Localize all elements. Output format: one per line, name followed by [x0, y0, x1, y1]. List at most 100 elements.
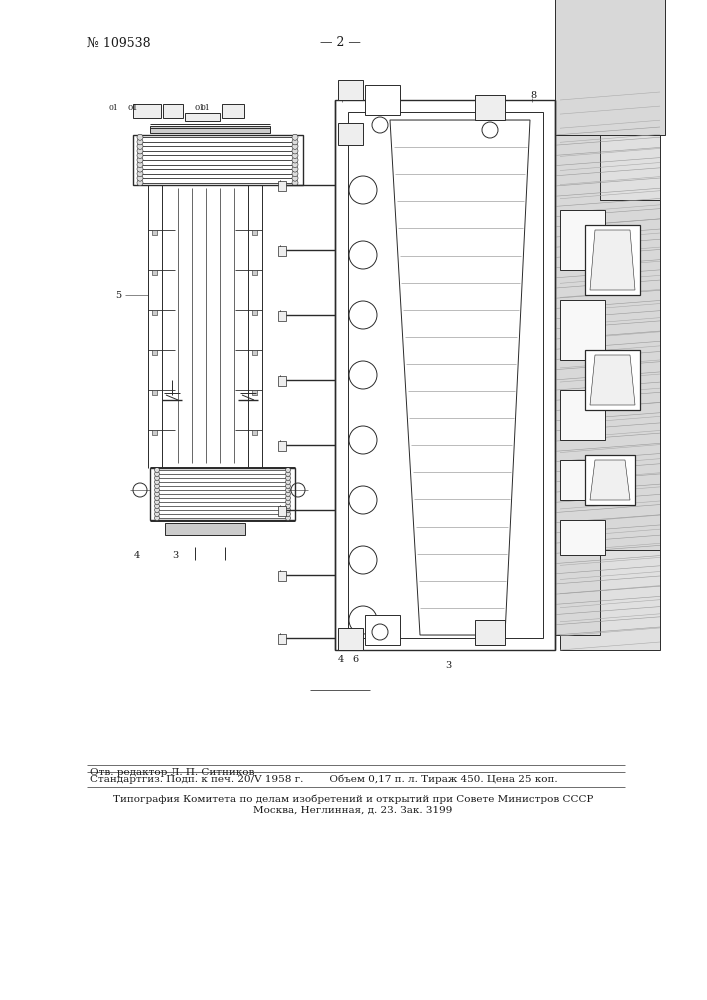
Circle shape: [155, 512, 160, 516]
Bar: [152, 390, 157, 395]
Bar: [585, 455, 635, 505]
Text: Стандартгиз. Подп. к печ. 20/V 1958 г.        Объем 0,17 п. л. Тираж 450. Цена 2: Стандартгиз. Подп. к печ. 20/V 1958 г. О…: [90, 775, 558, 784]
Circle shape: [137, 134, 143, 140]
Circle shape: [155, 491, 160, 496]
Circle shape: [286, 504, 291, 508]
Circle shape: [155, 488, 160, 492]
Bar: [365, 615, 400, 645]
Text: 01: 01: [128, 104, 139, 112]
Bar: [278, 376, 286, 386]
Bar: [278, 441, 286, 451]
Circle shape: [155, 495, 160, 500]
Circle shape: [286, 484, 291, 488]
Text: Отв. редактор Л. П. Ситников: Отв. редактор Л. П. Ситников: [90, 768, 255, 777]
Circle shape: [155, 468, 160, 473]
Text: 6: 6: [352, 656, 358, 664]
Circle shape: [155, 508, 160, 512]
Text: 2: 2: [380, 90, 386, 99]
Bar: [338, 628, 363, 650]
Bar: [252, 390, 257, 395]
Circle shape: [372, 117, 388, 133]
Circle shape: [286, 468, 291, 473]
Bar: [560, 460, 605, 500]
Circle shape: [349, 546, 377, 574]
Text: 01: 01: [108, 104, 118, 112]
Circle shape: [286, 508, 291, 512]
Polygon shape: [390, 120, 530, 635]
Circle shape: [292, 175, 298, 181]
Circle shape: [137, 171, 143, 177]
Bar: [133, 135, 303, 185]
Circle shape: [349, 241, 377, 269]
Circle shape: [155, 516, 160, 520]
Circle shape: [286, 499, 291, 504]
Bar: [278, 181, 286, 191]
Bar: [560, 300, 605, 360]
Bar: [152, 310, 157, 315]
Circle shape: [155, 472, 160, 477]
Circle shape: [155, 504, 160, 508]
Circle shape: [292, 180, 298, 186]
Bar: [560, 210, 605, 270]
Circle shape: [349, 486, 377, 514]
Circle shape: [349, 606, 377, 634]
Circle shape: [137, 148, 143, 154]
Bar: [152, 430, 157, 435]
Circle shape: [286, 491, 291, 496]
Circle shape: [372, 624, 388, 640]
Bar: [252, 310, 257, 315]
Text: 01: 01: [200, 104, 210, 112]
Bar: [252, 270, 257, 275]
Circle shape: [137, 143, 143, 149]
Bar: [338, 80, 363, 100]
Bar: [252, 350, 257, 355]
Circle shape: [349, 361, 377, 389]
Bar: [475, 620, 505, 645]
Circle shape: [292, 143, 298, 149]
Bar: [348, 112, 543, 638]
Text: 01: 01: [194, 104, 205, 112]
Bar: [185, 113, 220, 121]
Bar: [555, 0, 665, 135]
Circle shape: [155, 476, 160, 481]
Circle shape: [155, 480, 160, 485]
Bar: [150, 468, 295, 520]
Text: 5: 5: [115, 290, 121, 300]
Circle shape: [292, 171, 298, 177]
Bar: [278, 311, 286, 321]
Polygon shape: [590, 355, 635, 405]
Circle shape: [292, 157, 298, 163]
Circle shape: [155, 484, 160, 488]
Bar: [475, 95, 505, 120]
Circle shape: [286, 495, 291, 500]
Text: 3: 3: [445, 660, 451, 670]
Polygon shape: [555, 135, 660, 635]
Bar: [278, 246, 286, 256]
Bar: [278, 506, 286, 516]
Circle shape: [292, 148, 298, 154]
Bar: [338, 123, 363, 145]
Bar: [163, 104, 183, 118]
Text: 8: 8: [530, 92, 536, 101]
Circle shape: [292, 134, 298, 140]
Circle shape: [349, 176, 377, 204]
Bar: [150, 126, 270, 133]
Circle shape: [137, 175, 143, 181]
Text: 3: 3: [172, 550, 178, 560]
Bar: [252, 230, 257, 235]
Text: Москва, Неглинная, д. 23. Зак. 3199: Москва, Неглинная, д. 23. Зак. 3199: [253, 806, 452, 815]
Text: — 2 —: — 2 —: [320, 36, 361, 49]
Bar: [133, 104, 161, 118]
Circle shape: [349, 426, 377, 454]
Bar: [152, 230, 157, 235]
Text: № 109538: № 109538: [87, 36, 151, 49]
Circle shape: [137, 139, 143, 145]
Bar: [560, 520, 605, 555]
Bar: [165, 523, 245, 535]
Bar: [252, 430, 257, 435]
Circle shape: [292, 162, 298, 168]
Circle shape: [137, 166, 143, 172]
Bar: [278, 571, 286, 581]
Polygon shape: [560, 100, 660, 650]
Bar: [585, 350, 640, 410]
